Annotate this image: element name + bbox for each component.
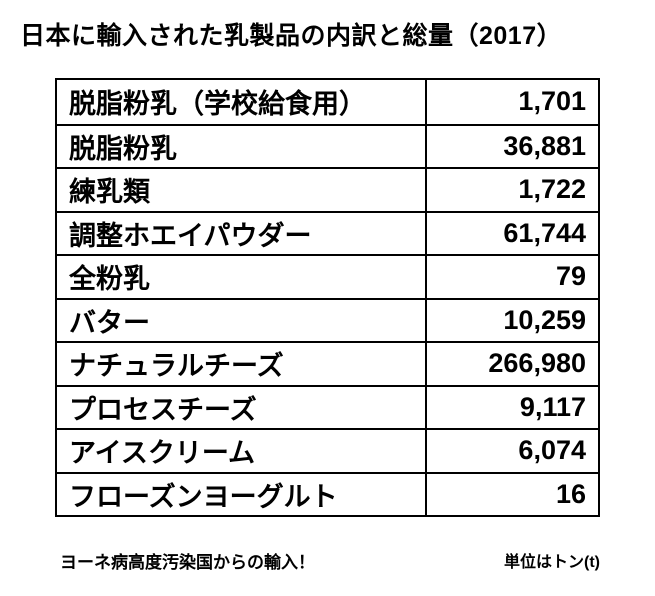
import-amount: 266,980 (488, 348, 586, 379)
product-name: フローズンヨーグルト (57, 473, 427, 515)
import-amount: 61,744 (503, 217, 586, 248)
product-name: 全粉乳 (57, 256, 427, 298)
table-row: 全粉乳 79 (57, 254, 598, 298)
footer-unit-label: 単位はトン(t) (504, 554, 600, 571)
import-amount: 9,117 (519, 391, 586, 422)
import-amount: 6,074 (518, 435, 586, 466)
import-amount: 16 (555, 478, 586, 509)
footer: ヨーネ病高度汚染国からの輸入！ 単位はトン(t) (0, 548, 655, 573)
import-amount: 1,701 (518, 86, 586, 117)
product-name: ナチュラルチーズ (57, 343, 427, 385)
table-row: 調整ホエイパウダー 61,744 (57, 210, 598, 254)
product-name: 脱脂粉乳（学校給食用） (57, 80, 427, 124)
product-name: プロセスチーズ (57, 386, 427, 428)
table-row: ナチュラルチーズ 266,980 (57, 341, 598, 385)
table-row: プロセスチーズ 9,117 (57, 384, 598, 428)
table-row: 脱脂粉乳 36,881 (57, 123, 598, 167)
product-name: 練乳類 (57, 169, 427, 211)
page-title: 日本に輸入された乳製品の内訳と総量（2017） (20, 22, 563, 50)
product-name: バター (57, 299, 427, 341)
product-name: アイスクリーム (57, 430, 427, 472)
dairy-import-table: 脱脂粉乳（学校給食用） 1,701 脱脂粉乳 36,881 練乳類 1,722 … (55, 78, 600, 517)
table-row: バター 10,259 (57, 297, 598, 341)
import-amount: 1,722 (518, 174, 586, 205)
footer-note: ヨーネ病高度汚染国からの輸入！ (60, 553, 315, 572)
table-row: 脱脂粉乳（学校給食用） 1,701 (57, 80, 598, 124)
product-name: 脱脂粉乳 (57, 125, 427, 167)
table-row: 練乳類 1,722 (57, 167, 598, 211)
import-amount: 79 (555, 261, 586, 292)
import-amount: 10,259 (503, 304, 586, 335)
product-name: 調整ホエイパウダー (57, 212, 427, 254)
table-row: アイスクリーム 6,074 (57, 428, 598, 472)
import-amount: 36,881 (503, 130, 586, 161)
table-row: フローズンヨーグルト 16 (57, 471, 598, 515)
